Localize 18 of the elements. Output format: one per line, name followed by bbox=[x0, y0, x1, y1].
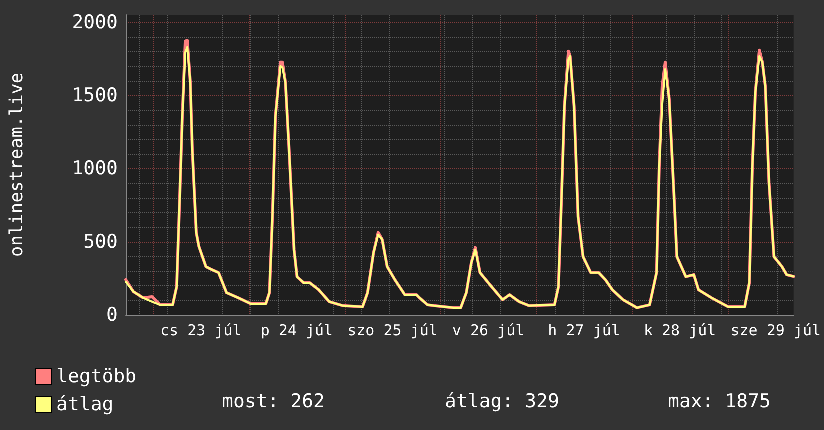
y-axis-title: onlinestream.live bbox=[6, 72, 28, 258]
x-tick-label: h 27 júl bbox=[548, 322, 620, 340]
x-tick-label: k 28 júl bbox=[644, 322, 716, 340]
x-tick-label: sze 29 júl bbox=[730, 322, 822, 340]
legend-label: átlag bbox=[56, 394, 114, 416]
y-tick-label: 500 bbox=[84, 230, 118, 253]
y-tick-label: 1500 bbox=[72, 84, 118, 106]
x-tick-label: v 26 júl bbox=[452, 322, 525, 340]
y-tick-label: 2000 bbox=[72, 11, 118, 34]
x-tick-label: p 24 júl bbox=[260, 322, 334, 340]
text: most: 262 bbox=[222, 390, 325, 412]
y-tick-label: 0 bbox=[106, 304, 118, 326]
x-tick-label: szo 25 júl bbox=[348, 322, 438, 340]
text: max: 1875 bbox=[668, 390, 771, 412]
x-tick-label: cs 23 júl bbox=[160, 322, 242, 340]
text: átlag: 329 bbox=[445, 390, 560, 412]
legend-label: legtöbb bbox=[56, 366, 137, 388]
y-tick-label: 1000 bbox=[72, 158, 118, 180]
